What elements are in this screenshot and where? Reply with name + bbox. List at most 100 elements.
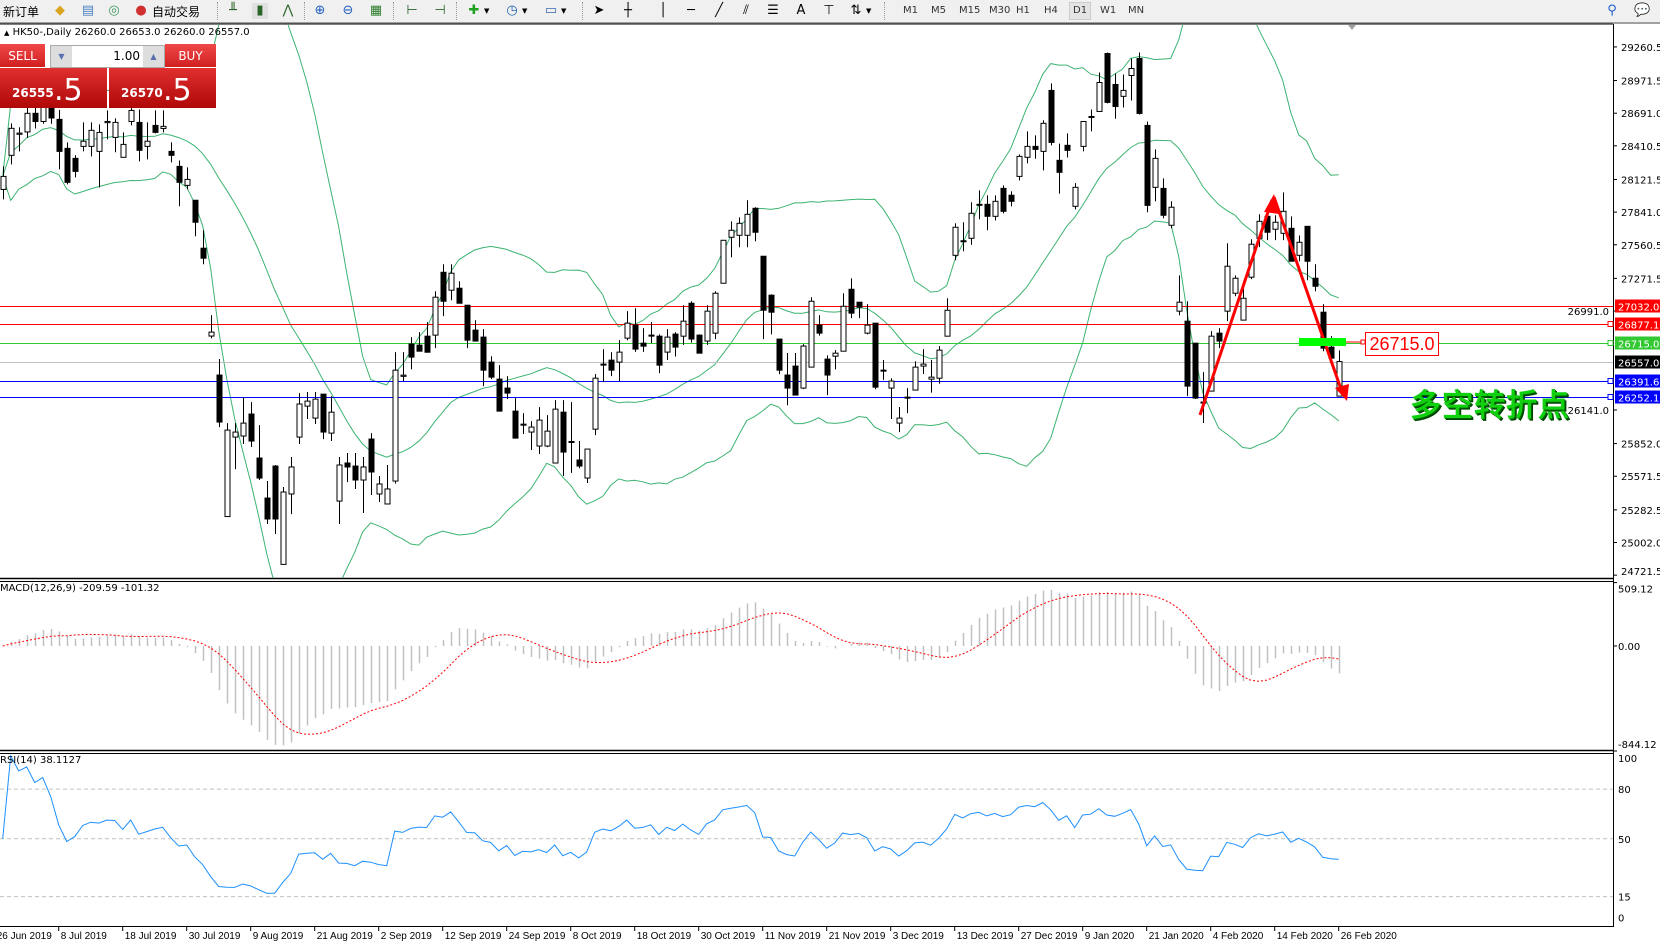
candle-bear[interactable] (1192, 342, 1199, 399)
signals-button[interactable]: ◎ (106, 2, 122, 20)
candle-bear[interactable] (856, 301, 863, 308)
auto-scroll-button[interactable]: ⊣ (432, 2, 448, 20)
candle-bull[interactable] (112, 121, 119, 138)
candlestick-chart-button[interactable]: ▮ (252, 2, 268, 20)
timeframe-h4[interactable]: H4 (1044, 5, 1058, 16)
candle-bear[interactable] (640, 342, 647, 347)
candle-bull[interactable] (1168, 206, 1175, 226)
line-anchor-icon[interactable] (1607, 340, 1614, 346)
candle-bull[interactable] (88, 129, 95, 147)
candle-bear[interactable] (464, 304, 471, 341)
timeframe-w1[interactable]: W1 (1100, 5, 1117, 16)
chat-button[interactable]: 💬 (1634, 2, 1650, 20)
candle-bull[interactable] (1072, 186, 1079, 207)
line-anchor-icon[interactable] (1607, 321, 1614, 327)
candle-bull[interactable] (1152, 157, 1159, 188)
candle-bull[interactable] (552, 408, 559, 464)
candle-bull[interactable] (232, 431, 239, 438)
candle-bear[interactable] (984, 203, 991, 217)
candle-bull[interactable] (240, 422, 247, 437)
candle-bull[interactable] (808, 300, 815, 368)
candle-bull[interactable] (1296, 241, 1303, 256)
candle-bear[interactable] (1136, 58, 1143, 114)
candle-bull[interactable] (536, 419, 543, 447)
candle-bear[interactable] (1000, 187, 1007, 212)
candle-bear[interactable] (904, 396, 911, 399)
candle-bull[interactable] (128, 109, 135, 122)
candle-bull[interactable] (336, 464, 343, 502)
candle-bull[interactable] (712, 292, 719, 334)
candle-bear[interactable] (472, 329, 479, 342)
candle-bear[interactable] (408, 343, 415, 358)
candle-bull[interactable] (680, 320, 687, 337)
candle-bull[interactable] (936, 349, 943, 379)
candle-bear[interactable] (824, 358, 831, 376)
chart-shift-button[interactable]: ⊢ (404, 2, 420, 20)
auto-trading-button[interactable]: ● 自动交易 (133, 2, 200, 20)
candle-bear[interactable] (656, 335, 663, 366)
timeframe-m15[interactable]: M15 (959, 5, 981, 16)
candle-bull[interactable] (224, 429, 231, 518)
candle-bear[interactable] (272, 465, 279, 520)
fibonacci-channel-button[interactable]: ⫽ (738, 2, 754, 20)
candle-bull[interactable] (96, 131, 103, 152)
candle-bear[interactable] (416, 344, 423, 352)
candle-bear[interactable] (72, 157, 79, 172)
candle-bear[interactable] (752, 207, 759, 233)
candle-bull[interactable] (976, 203, 983, 206)
candle-bull[interactable] (880, 369, 887, 372)
candle-bear[interactable] (1160, 187, 1167, 216)
candle-bull[interactable] (912, 366, 919, 391)
candle-bear[interactable] (784, 374, 791, 389)
candle-bear[interactable] (168, 150, 175, 156)
new-order-button[interactable]: 新订单 (3, 2, 39, 20)
candle-bull[interactable] (968, 212, 975, 239)
candle-bear[interactable] (176, 165, 183, 183)
candle-bull[interactable] (960, 240, 967, 243)
candle-bull[interactable] (360, 466, 367, 481)
candle-bull[interactable] (1176, 301, 1183, 312)
candle-bull[interactable] (992, 200, 999, 217)
candle-bear[interactable] (136, 121, 143, 151)
candle-bear[interactable] (56, 118, 63, 152)
candle-bear[interactable] (1216, 332, 1223, 342)
timeframe-d1[interactable]: D1 (1069, 2, 1092, 20)
candle-bear[interactable] (608, 359, 615, 371)
line-anchor-icon[interactable] (1607, 394, 1614, 400)
candle-bull[interactable] (1120, 89, 1127, 97)
candle-bull[interactable] (864, 324, 871, 334)
candle-bear[interactable] (688, 302, 695, 340)
chart-shift-marker-icon[interactable] (1348, 25, 1356, 30)
candle-bear[interactable] (792, 365, 799, 396)
candle-bull[interactable] (448, 272, 455, 291)
candle-bull[interactable] (896, 417, 903, 424)
candle-bull[interactable] (944, 309, 951, 337)
zoom-out-button[interactable]: ⊖ (340, 2, 356, 20)
candle-bull[interactable] (1024, 145, 1031, 158)
candle-bear[interactable] (256, 457, 263, 479)
candle-bull[interactable] (304, 400, 311, 407)
candle-bull[interactable] (104, 120, 111, 124)
candle-bull[interactable] (840, 305, 847, 352)
annotation-arrow-down[interactable] (1272, 196, 1344, 393)
candle-bull[interactable] (920, 363, 927, 367)
candle-bull[interactable] (592, 377, 599, 430)
candle-bull[interactable] (624, 322, 631, 339)
candle-bear[interactable] (1104, 53, 1111, 103)
timeframe-h1[interactable]: H1 (1016, 5, 1030, 16)
candle-bear[interactable] (696, 334, 703, 354)
periods-button[interactable]: ◷ ▼ (504, 2, 527, 20)
lots-input[interactable] (74, 46, 140, 65)
annotation-marker[interactable] (1299, 338, 1346, 346)
candle-bull[interactable] (728, 229, 735, 238)
candle-bear[interactable] (512, 410, 519, 439)
candle-bear[interactable] (64, 147, 71, 183)
buy-button[interactable]: BUY (165, 44, 216, 68)
candle-bull[interactable] (1088, 115, 1095, 118)
horizontal-line-button[interactable]: ─ (683, 2, 699, 20)
candle-bull[interactable] (800, 345, 807, 389)
candle-bull[interactable] (1224, 265, 1231, 312)
bar-chart-button[interactable]: ╨ (225, 2, 241, 20)
candle-bull[interactable] (736, 222, 743, 236)
